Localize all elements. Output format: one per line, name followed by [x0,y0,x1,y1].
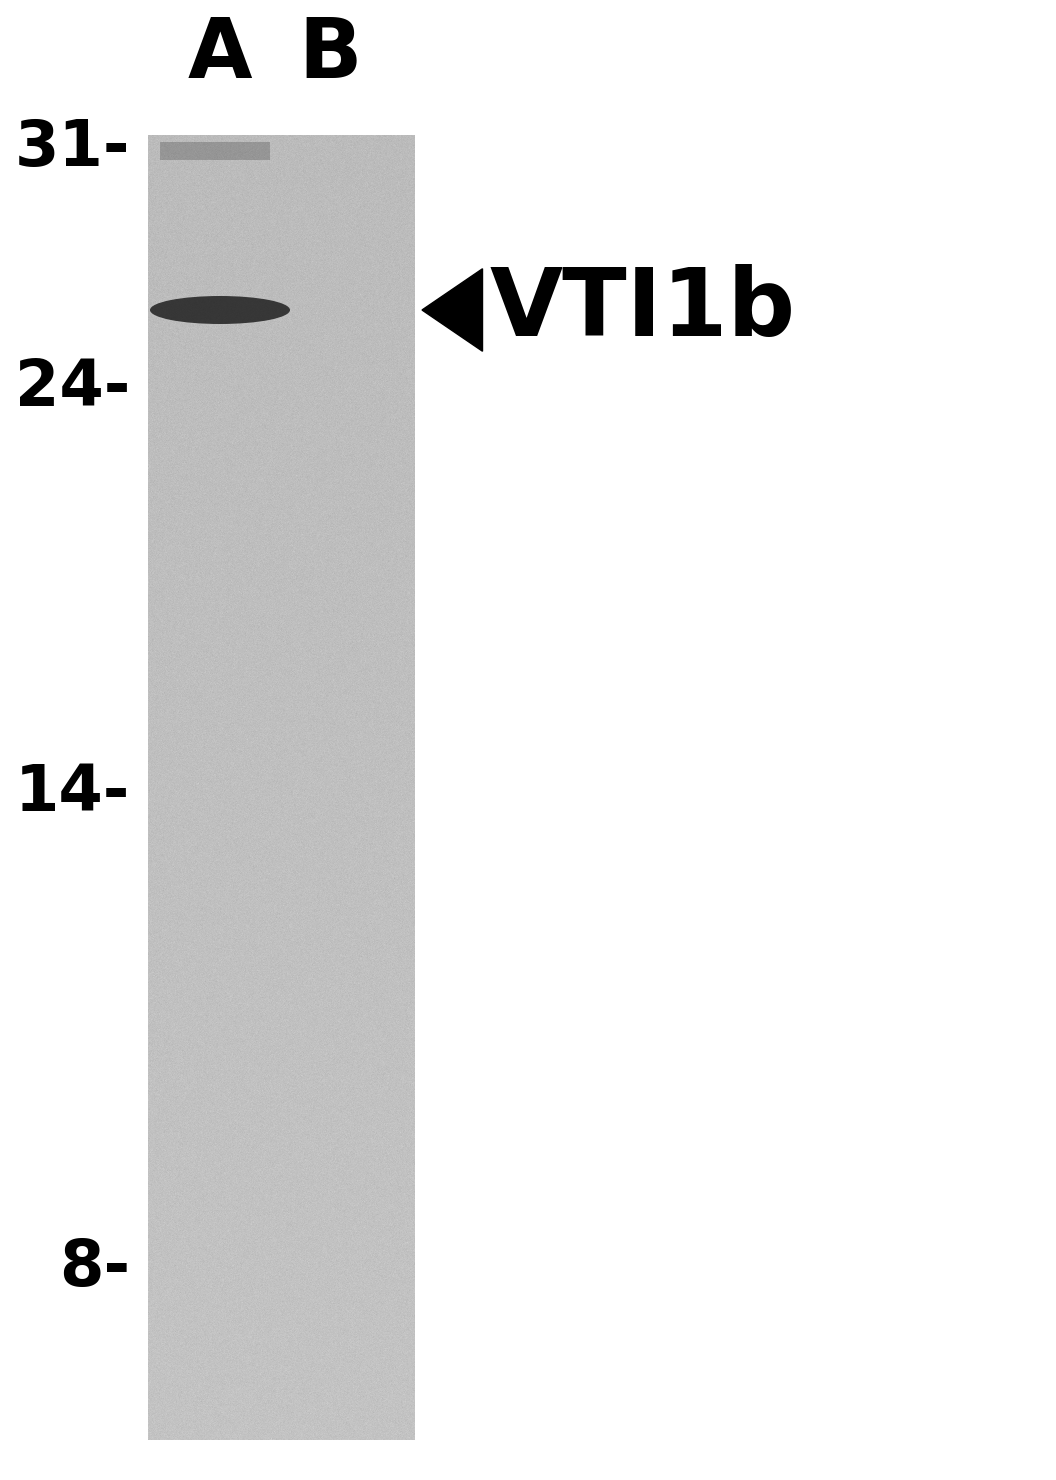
Text: A: A [188,15,252,96]
Text: B: B [298,15,362,96]
Text: 24-: 24- [15,357,130,419]
Text: 8-: 8- [59,1237,130,1299]
Ellipse shape [150,296,290,324]
Text: 31-: 31- [15,117,130,179]
Polygon shape [422,269,483,351]
Text: VTI1b: VTI1b [490,263,796,357]
Text: 14-: 14- [15,762,130,824]
Bar [161,142,270,160]
